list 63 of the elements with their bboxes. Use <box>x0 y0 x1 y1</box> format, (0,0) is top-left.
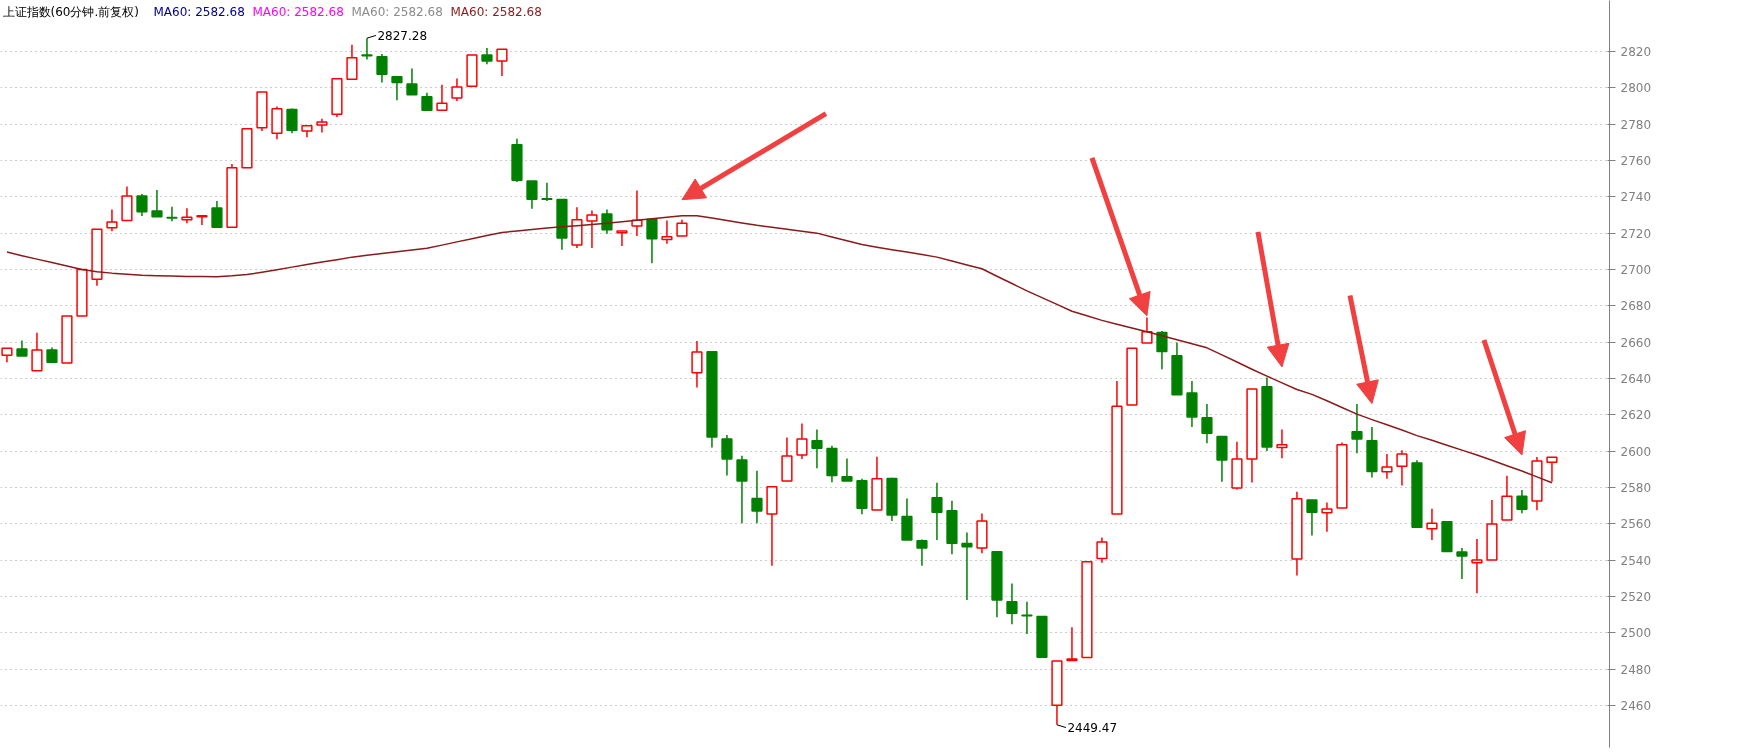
candlestick <box>826 445 838 483</box>
annotation: MA60: 2582.68 <box>351 4 443 19</box>
candlestick <box>931 482 943 541</box>
y-tick-label: 2760 <box>1620 153 1652 168</box>
candlestick <box>361 37 373 61</box>
y-tick-label: 2540 <box>1620 553 1652 568</box>
y-tick-label: 2680 <box>1620 299 1652 314</box>
candlestick <box>1276 428 1288 459</box>
candlestick <box>1186 380 1198 428</box>
candlestick <box>721 434 733 477</box>
y-tick-label: 2580 <box>1620 481 1652 496</box>
y-tick-label: 2800 <box>1620 81 1652 96</box>
candlestick <box>796 422 808 460</box>
y-tick-label: 2520 <box>1620 590 1652 605</box>
y-tick-label: 2700 <box>1620 262 1652 277</box>
y-tick-label: 2720 <box>1620 226 1652 241</box>
candlestick <box>271 105 283 140</box>
candlestick <box>976 512 988 554</box>
y-tick-label: 2460 <box>1620 699 1652 714</box>
candlestick <box>1471 538 1483 594</box>
candlestick <box>751 469 763 524</box>
annotation: MA60: 2582.68 <box>153 4 245 19</box>
candlestick <box>451 77 463 102</box>
annotation: MA60: 2582.68 <box>252 4 344 19</box>
candlestick <box>1366 426 1378 479</box>
y-tick-label: 2640 <box>1620 372 1652 387</box>
y-tick-label: 2560 <box>1620 517 1652 532</box>
candlestick <box>736 455 748 524</box>
candlestick <box>1321 501 1333 533</box>
y-tick-label: 2660 <box>1620 335 1652 350</box>
candlestick <box>946 499 958 556</box>
y-tick-label: 2600 <box>1620 444 1652 459</box>
candlestick <box>1006 582 1018 626</box>
y-tick-label: 2820 <box>1620 44 1652 59</box>
candlestick <box>1351 403 1363 454</box>
candlestick <box>1291 491 1303 577</box>
candlestick <box>1396 449 1408 487</box>
y-tick-label: 2780 <box>1620 117 1652 132</box>
candlestick <box>1261 376 1273 452</box>
candlestick <box>1426 508 1438 541</box>
candlestick <box>1531 456 1543 512</box>
y-tick-label: 2480 <box>1620 662 1652 677</box>
candlestick <box>1201 403 1213 444</box>
y-tick-label: 2500 <box>1620 626 1652 641</box>
candlestick <box>661 219 673 245</box>
candlestick <box>286 108 298 134</box>
candlestick <box>811 428 823 469</box>
chart-title: 上证指数(60分钟.前复权) <box>2 4 139 19</box>
annotation: 2449.47 <box>1067 721 1118 736</box>
candlestick <box>376 53 388 84</box>
candlestick <box>631 189 643 237</box>
line-series <box>6 214 1553 484</box>
text: MA60: 2582.68 <box>450 4 542 19</box>
y-tick-label: 2620 <box>1620 408 1652 423</box>
candlestick <box>1516 489 1528 514</box>
candlestick <box>691 340 703 389</box>
candlestick <box>1156 331 1168 371</box>
candlestick <box>961 531 973 601</box>
candlestick <box>1456 547 1468 580</box>
annotation: 2827.28 <box>377 28 428 43</box>
candlestick <box>1231 441 1243 491</box>
candlestick <box>1381 453 1393 480</box>
y-tick-label: 2740 <box>1620 190 1652 205</box>
